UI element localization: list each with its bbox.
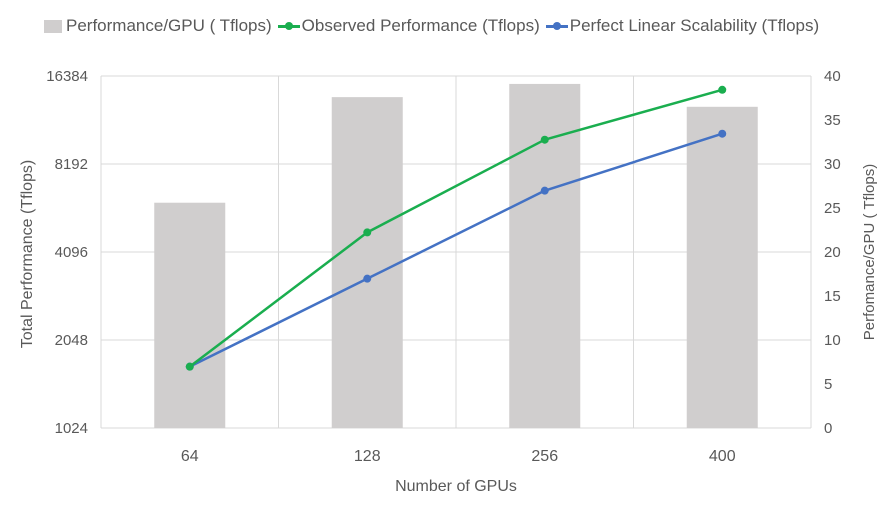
y-right-tick-label: 0 <box>824 420 832 437</box>
bar-performance-per-gpu-400 <box>686 106 758 429</box>
y-right-axis-title: Perfomance/GPU ( Tflops) <box>861 164 878 340</box>
line-observed <box>188 88 723 368</box>
point-linear-256 <box>540 186 549 195</box>
legend-swatch-linear <box>545 21 568 30</box>
bar-performance-per-gpu-256 <box>509 83 581 429</box>
line-linear <box>189 132 723 368</box>
legend-label-linear: Perfect Linear Scalability (Tflops) <box>569 16 820 35</box>
legend-item-performance-per-gpu: Performance/GPU ( Tflops) <box>44 16 272 36</box>
point-observed-128 <box>363 228 372 237</box>
legend-swatch-observed <box>277 21 300 30</box>
legend-swatch-bar <box>44 19 62 33</box>
y-left-tick-label: 16384 <box>46 68 88 85</box>
y-left-tick-label: 4096 <box>55 244 88 261</box>
legend-label-performance-per-gpu: Performance/GPU ( Tflops) <box>66 16 272 35</box>
legend-item-linear: Perfect Linear Scalability (Tflops) <box>545 16 820 36</box>
chart-legend: Performance/GPU ( Tflops) Observed Perfo… <box>44 16 825 36</box>
y-right-tick-label: 25 <box>824 200 841 217</box>
x-axis-title: Number of GPUs <box>395 478 517 495</box>
point-linear-400 <box>718 129 727 138</box>
bar-performance-per-gpu-64 <box>154 202 226 428</box>
x-tick-label: 64 <box>181 448 199 465</box>
y-right-tick-label: 30 <box>824 156 841 173</box>
bar-performance-per-gpu-128 <box>331 97 403 429</box>
point-observed-400 <box>718 85 727 94</box>
y-right-tick-label: 35 <box>824 112 841 129</box>
y-right-tick-label: 5 <box>824 376 832 393</box>
y-right-tick-label: 40 <box>824 68 841 85</box>
legend-item-observed: Observed Performance (Tflops) <box>277 16 540 36</box>
y-left-axis-title: Total Performance (Tflops) <box>19 160 36 349</box>
point-observed-256 <box>540 135 549 144</box>
y-right-tick-label: 15 <box>824 288 841 305</box>
x-tick-label: 128 <box>354 448 381 465</box>
y-left-tick-label: 8192 <box>55 156 88 173</box>
point-observed-64 <box>185 362 194 371</box>
y-right-tick-label: 10 <box>824 332 841 349</box>
x-tick-label: 400 <box>709 448 736 465</box>
y-left-tick-label: 1024 <box>55 420 88 437</box>
point-linear-128 <box>363 274 372 283</box>
legend-label-observed: Observed Performance (Tflops) <box>301 16 540 35</box>
y-right-tick-label: 20 <box>824 244 841 261</box>
x-tick-label: 256 <box>531 448 558 465</box>
y-left-tick-label: 2048 <box>55 332 88 349</box>
